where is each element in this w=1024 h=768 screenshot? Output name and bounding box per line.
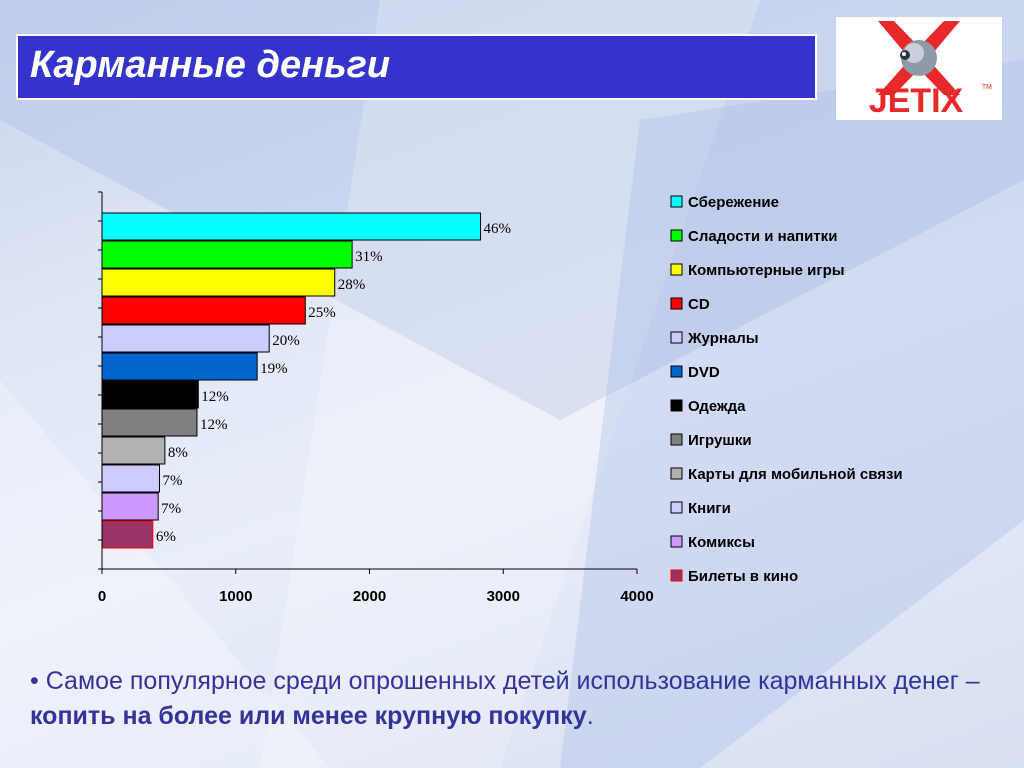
legend-label-6: DVD <box>688 364 720 381</box>
x-tick-label-4: 4000 <box>620 588 653 605</box>
legend-swatch-10 <box>670 501 683 514</box>
x-tick-label-2: 2000 <box>353 588 386 605</box>
bar-11 <box>101 492 159 521</box>
legend-swatch-7 <box>670 399 683 412</box>
bar-chart: 46% 31% 28%25% 20% 19% 12% 12% 8% 7% 7% 6% 0 1000 20… <box>98 191 903 605</box>
legend-layer: Сбережение Сладости и напитки Компьютерные… <box>670 194 903 585</box>
slide-title-bar: Карманные деньги <box>16 34 817 100</box>
bar-label-1: 46% <box>484 221 512 237</box>
legend-swatch-1 <box>670 195 683 208</box>
bar-label-7: 12% <box>201 389 229 405</box>
bar-10 <box>101 464 161 493</box>
bar-label-2: 31% <box>355 249 383 265</box>
logo-text: JETIX <box>869 82 964 120</box>
bullet-text-end: . <box>586 702 594 730</box>
bar-label-4: 25% <box>308 305 336 321</box>
bar-label-10: 7% <box>163 473 183 489</box>
legend-swatch-12 <box>670 569 683 582</box>
bullet-text-bold: копить на более или менее крупную покупк… <box>30 702 587 730</box>
jetix-logo-graphic: JETIX TM <box>869 21 992 120</box>
x-tick-label-0: 0 <box>98 588 106 605</box>
slide-title: Карманные деньги <box>30 44 391 86</box>
bar-5 <box>101 324 270 353</box>
bar-3 <box>101 268 336 297</box>
bar-4 <box>101 296 306 325</box>
bar-1 <box>101 212 482 241</box>
bar-2 <box>101 240 353 269</box>
bar-label-6: 19% <box>260 361 288 377</box>
legend-label-5: Журналы <box>687 330 759 347</box>
bar-7 <box>101 380 199 409</box>
x-tick-label-3: 3000 <box>487 588 520 605</box>
bullet-text-start: Самое популярное среди опрошенных детей … <box>38 667 980 695</box>
legend-swatch-3 <box>670 263 683 276</box>
legend-label-7: Одежда <box>688 398 746 415</box>
legend-label-9: Карты для мобильной связи <box>688 466 903 483</box>
legend-label-2: Сладости и напитки <box>688 228 837 245</box>
x-tick-label-1: 1000 <box>219 588 252 605</box>
bar-8 <box>101 408 198 437</box>
logo-trademark: TM <box>982 84 992 91</box>
bar-label-9: 8% <box>168 445 188 461</box>
axis-layer: 0 1000 2000 3000 4000 <box>98 191 654 605</box>
bar-label-3: 28% <box>338 277 366 293</box>
bar-label-8: 12% <box>200 417 228 433</box>
legend-swatch-8 <box>670 433 683 446</box>
bar-label-5: 20% <box>272 333 300 349</box>
bar-12 <box>101 520 154 549</box>
legend-label-11: Комиксы <box>688 534 755 551</box>
bar-9 <box>101 436 166 465</box>
legend-label-4: CD <box>688 296 710 313</box>
legend-swatch-6 <box>670 365 683 378</box>
bar-label-11: 7% <box>161 501 181 517</box>
legend-label-3: Компьютерные игры <box>688 262 845 279</box>
legend-swatch-2 <box>670 229 683 242</box>
legend-swatch-9 <box>670 467 683 480</box>
legend-label-10: Книги <box>688 500 731 517</box>
bar-label-12: 6% <box>156 529 176 545</box>
legend-swatch-4 <box>670 297 683 310</box>
legend-label-8: Игрушки <box>688 432 752 449</box>
bars-layer: 46% 31% 28%25% 20% 19% 12% 12% 8% 7% 7% 6% <box>101 212 512 549</box>
jetix-logo: JETIX TM <box>836 17 1002 120</box>
legend-label-1: Сбережение <box>688 194 779 211</box>
legend-label-12: Билеты в кино <box>688 568 798 585</box>
legend-swatch-11 <box>670 535 683 548</box>
bullet-paragraph: • Самое популярное среди опрошенных дете… <box>30 664 990 734</box>
bar-6 <box>101 352 258 381</box>
legend-swatch-5 <box>670 331 683 344</box>
bullet-marker: • <box>30 667 39 695</box>
